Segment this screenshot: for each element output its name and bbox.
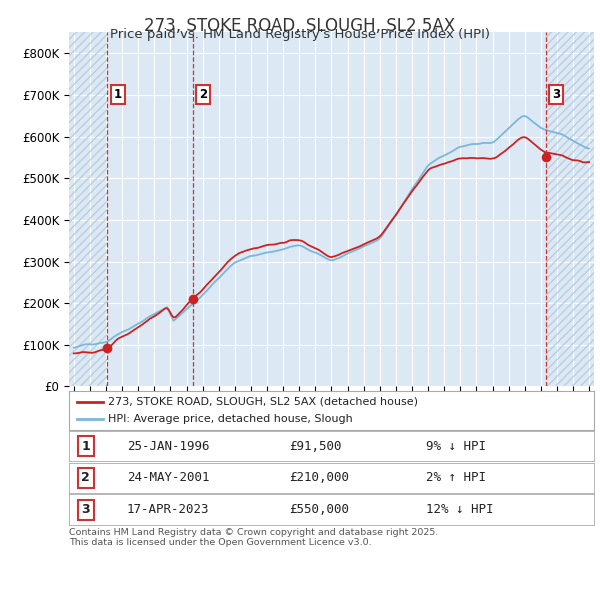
Text: HPI: Average price, detached house, Slough: HPI: Average price, detached house, Slou… <box>109 414 353 424</box>
Bar <box>545 32 594 386</box>
Text: 273, STOKE ROAD, SLOUGH, SL2 5AX (detached house): 273, STOKE ROAD, SLOUGH, SL2 5AX (detach… <box>109 397 418 407</box>
Text: Contains HM Land Registry data © Crown copyright and database right 2025.
This d: Contains HM Land Registry data © Crown c… <box>69 528 439 548</box>
Text: 2: 2 <box>199 88 208 101</box>
Text: 3: 3 <box>552 88 560 101</box>
Text: 17-APR-2023: 17-APR-2023 <box>127 503 209 516</box>
Text: 3: 3 <box>82 503 90 516</box>
Text: 9% ↓ HPI: 9% ↓ HPI <box>426 440 486 453</box>
Text: 25-JAN-1996: 25-JAN-1996 <box>127 440 209 453</box>
Text: £91,500: £91,500 <box>290 440 342 453</box>
Text: 1: 1 <box>113 88 122 101</box>
Text: 24-MAY-2001: 24-MAY-2001 <box>127 471 209 484</box>
Text: £210,000: £210,000 <box>290 471 349 484</box>
Text: Price paid vs. HM Land Registry's House Price Index (HPI): Price paid vs. HM Land Registry's House … <box>110 28 490 41</box>
Bar <box>69 32 107 386</box>
Text: 2% ↑ HPI: 2% ↑ HPI <box>426 471 486 484</box>
Text: 273, STOKE ROAD, SLOUGH, SL2 5AX: 273, STOKE ROAD, SLOUGH, SL2 5AX <box>145 17 455 35</box>
Text: 1: 1 <box>82 440 90 453</box>
Text: 2: 2 <box>82 471 90 484</box>
Text: £550,000: £550,000 <box>290 503 349 516</box>
Text: 12% ↓ HPI: 12% ↓ HPI <box>426 503 493 516</box>
